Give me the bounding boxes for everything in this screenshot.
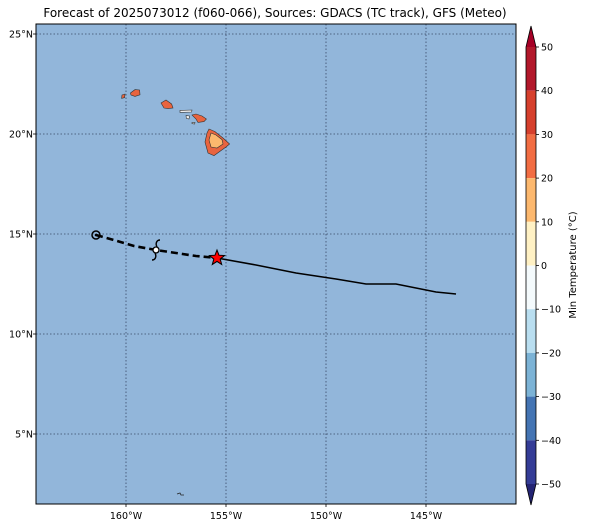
island-niihau <box>121 93 126 99</box>
colorbar-bin <box>526 90 536 135</box>
island-molokai <box>179 109 193 113</box>
lat-tick-label: 25°N <box>9 30 33 41</box>
colorbar-bin <box>526 440 536 484</box>
colorbar-extend-min <box>526 484 536 505</box>
lat-tick-label: 5°N <box>15 430 33 441</box>
tropical-storm-icon <box>151 239 161 261</box>
lon-tick-label: 150°W <box>310 511 343 522</box>
colorbar-bin <box>526 178 536 222</box>
colorbar-tick-label: −20 <box>541 348 561 359</box>
island-kauai <box>130 89 141 97</box>
lat-tick-label: 15°N <box>9 230 33 241</box>
colorbar-tick-label: 30 <box>541 130 553 141</box>
island-lanai <box>185 115 190 120</box>
colorbar-tick-label: 0 <box>541 261 547 272</box>
forecast-track-line <box>216 257 457 295</box>
map-frame <box>35 23 517 505</box>
track-start-dot <box>94 233 98 237</box>
lon-tick-label: 145°W <box>410 511 443 522</box>
colorbar-label: Min Temperature (°C) <box>568 211 579 318</box>
colorbar-bin <box>526 221 536 266</box>
colorbar-tick-label: −10 <box>541 305 561 316</box>
ocean-background <box>36 24 516 504</box>
lat-tick-label: 20°N <box>9 130 33 141</box>
colorbar-tick-label: 10 <box>541 217 553 228</box>
lon-tick-label: 160°W <box>110 511 143 522</box>
colorbar-extend-max <box>526 26 536 47</box>
island-hawaii-interior <box>208 132 224 149</box>
colorbar-tick-label: −40 <box>541 436 561 447</box>
map-panel: 5°N 10°N 15°N 20°N 25°N 160°W 155°W 150°W 145°W <box>9 23 517 522</box>
colorbar-bin <box>526 309 536 353</box>
island-kahoolawe <box>191 122 196 125</box>
colorbar-tick-label: 50 <box>541 43 553 54</box>
map-title: Forecast of 2025073012 (f060-066), Sourc… <box>43 6 507 20</box>
island-maui <box>191 113 207 123</box>
colorbar-tick-label: 40 <box>541 86 553 97</box>
track-start-circle <box>91 230 101 240</box>
lat-tick-label: 10°N <box>9 330 33 341</box>
colorbar-bin <box>526 352 536 397</box>
colorbar-bin <box>526 47 536 91</box>
colorbar: 50 40 30 20 10 0 −10 −20 −30 −40 −50 Min Temperatur… <box>525 25 579 506</box>
atoll-outline <box>176 492 184 496</box>
colorbar-tick-label: −50 <box>541 480 561 491</box>
current-position-star <box>208 248 226 266</box>
colorbar-bin <box>526 396 536 441</box>
colorbar-bin <box>526 134 536 179</box>
lon-tick-label: 155°W <box>210 511 243 522</box>
colorbar-bin <box>526 265 536 310</box>
colorbar-tick-label: 20 <box>541 174 553 185</box>
island-oahu <box>160 99 174 109</box>
colorbar-tick-label: −30 <box>541 392 561 403</box>
